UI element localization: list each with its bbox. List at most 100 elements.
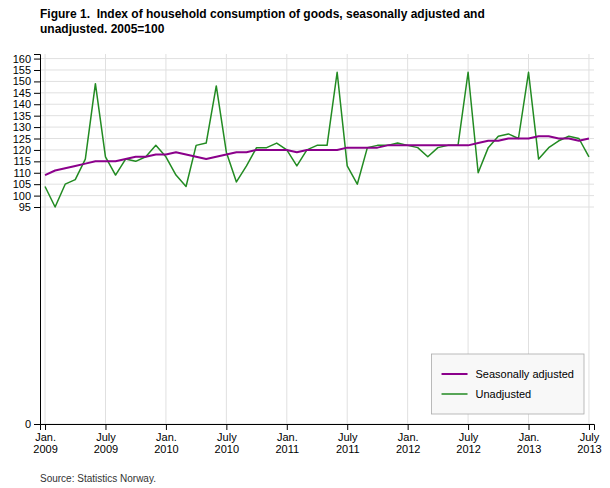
- x-tick-label: Jan.2013: [517, 431, 541, 456]
- y-tick-label: 130: [13, 121, 31, 133]
- y-tick-label: 135: [13, 110, 31, 122]
- x-tick-label-line: July: [217, 431, 237, 443]
- y-tick: 100: [13, 190, 40, 202]
- x-tick: Jan.2013: [517, 424, 541, 455]
- series-line: [45, 136, 589, 175]
- y-tick: 105: [13, 178, 40, 190]
- x-tick-mark: [287, 424, 288, 430]
- x-tick: July2010: [215, 424, 239, 455]
- y-tick: 115: [13, 155, 40, 167]
- x-tick-label-line: July: [338, 431, 358, 443]
- chart: Figure 1. Index of household consumption…: [0, 0, 610, 488]
- x-tick-label-line: 2013: [517, 443, 541, 455]
- legend-box: [432, 354, 584, 414]
- x-tick-label-line: Jan.: [156, 431, 177, 443]
- grid-line-y: [40, 69, 594, 70]
- y-tick-label: 115: [13, 155, 31, 167]
- y-tick: 155: [13, 64, 40, 76]
- y-tick: 110: [13, 167, 40, 179]
- x-tick-label: Jan.2009: [33, 431, 57, 456]
- x-tick-label-line: Jan.: [35, 431, 56, 443]
- y-tick-label: 155: [13, 64, 31, 76]
- x-tick: July2009: [94, 424, 118, 455]
- grid-line-y: [40, 207, 594, 208]
- grid-line-y: [40, 81, 594, 82]
- grid-line-y: [40, 115, 594, 116]
- y-tick-mark: [34, 93, 40, 94]
- grid-line-x: [105, 54, 106, 424]
- grid-line-y: [40, 184, 594, 185]
- y-tick-label: 140: [13, 98, 31, 110]
- legend-item: Unadjusted: [442, 388, 532, 400]
- x-tick-mark: [166, 424, 167, 430]
- y-tick-label: 105: [13, 178, 31, 190]
- y-tick-label: 125: [13, 133, 31, 145]
- x-tick: July2011: [336, 424, 360, 455]
- title-line: unadjusted. 2005=100: [40, 22, 165, 36]
- y-tick-label: 145: [13, 87, 31, 99]
- y-tick-label: 0: [25, 418, 31, 430]
- plot-area: [45, 72, 589, 207]
- annotation: Source: Statistics Norway.: [40, 473, 156, 484]
- x-axis-line: [41, 425, 595, 431]
- y-tick: 135: [13, 110, 40, 122]
- x-tick-label: Jan.2011: [275, 431, 299, 456]
- x-tick: Jan.2009: [33, 424, 57, 455]
- y-tick-mark: [34, 59, 40, 60]
- y-tick: 125: [13, 133, 40, 145]
- y-tick-mark: [34, 173, 40, 174]
- x-tick: Jan.2011: [275, 424, 299, 455]
- y-tick: 150: [13, 75, 40, 87]
- y-tick-label: 150: [13, 75, 31, 87]
- grid-line-x: [45, 54, 46, 424]
- y-tick: 95: [19, 201, 40, 213]
- x-tick-mark: [589, 424, 590, 430]
- x-tick-label-line: July: [580, 431, 600, 443]
- x-tick: Jan.2012: [396, 424, 420, 455]
- y-tick-label: 95: [19, 201, 31, 213]
- x-tick-label: July2011: [336, 431, 360, 456]
- y-tick-label: 110: [13, 167, 31, 179]
- legend-swatch: [442, 393, 468, 395]
- y-tick: 130: [13, 121, 40, 133]
- x-tick-label: July2009: [94, 431, 118, 456]
- x-tick-label-line: July: [96, 431, 116, 443]
- x-tick-label-line: Jan.: [277, 431, 298, 443]
- series-line: [45, 72, 589, 207]
- y-tick: 0: [25, 418, 40, 430]
- x-tick-label-line: 2011: [275, 443, 299, 455]
- x-tick-label-line: Jan.: [519, 431, 540, 443]
- y-tick: 140: [13, 98, 40, 110]
- y-tick-mark: [34, 196, 40, 197]
- y-tick: 145: [13, 87, 40, 99]
- y-tick-mark: [34, 150, 40, 151]
- grid-line-x: [226, 54, 227, 424]
- y-tick-label: 160: [13, 53, 31, 65]
- x-axis: Jan.2009July2009Jan.2010July2010Jan.2011…: [33, 424, 601, 455]
- x-tick-label-line: 2009: [94, 443, 118, 455]
- grid-line-y: [40, 195, 594, 196]
- grid-line-x: [165, 54, 166, 424]
- y-tick: 160: [13, 53, 40, 65]
- x-tick-label-line: 2011: [336, 443, 360, 455]
- x-tick: Jan.2010: [154, 424, 178, 455]
- x-tick-label: Jan.2012: [396, 431, 420, 456]
- x-tick-label-line: 2009: [33, 443, 57, 455]
- y-tick-mark: [34, 184, 40, 185]
- legend-item: Seasonally adjusted: [442, 368, 574, 380]
- y-tick-mark: [34, 70, 40, 71]
- title-line: Figure 1. Index of household consumption…: [40, 7, 485, 21]
- y-tick: 120: [13, 144, 40, 156]
- x-tick-label-line: 2013: [577, 443, 601, 455]
- x-tick-label-line: 2012: [396, 443, 420, 455]
- legend-label: Unadjusted: [476, 388, 532, 400]
- y-axis-line: [34, 55, 41, 425]
- y-tick-label: 120: [13, 144, 31, 156]
- y-tick-mark: [34, 424, 40, 425]
- grid-line-x: [286, 54, 287, 424]
- x-tick-label-line: Jan.: [398, 431, 419, 443]
- x-tick-mark: [468, 424, 469, 430]
- grid-line-y: [40, 127, 594, 128]
- y-tick-mark: [34, 127, 40, 128]
- grid-line-y: [40, 172, 594, 173]
